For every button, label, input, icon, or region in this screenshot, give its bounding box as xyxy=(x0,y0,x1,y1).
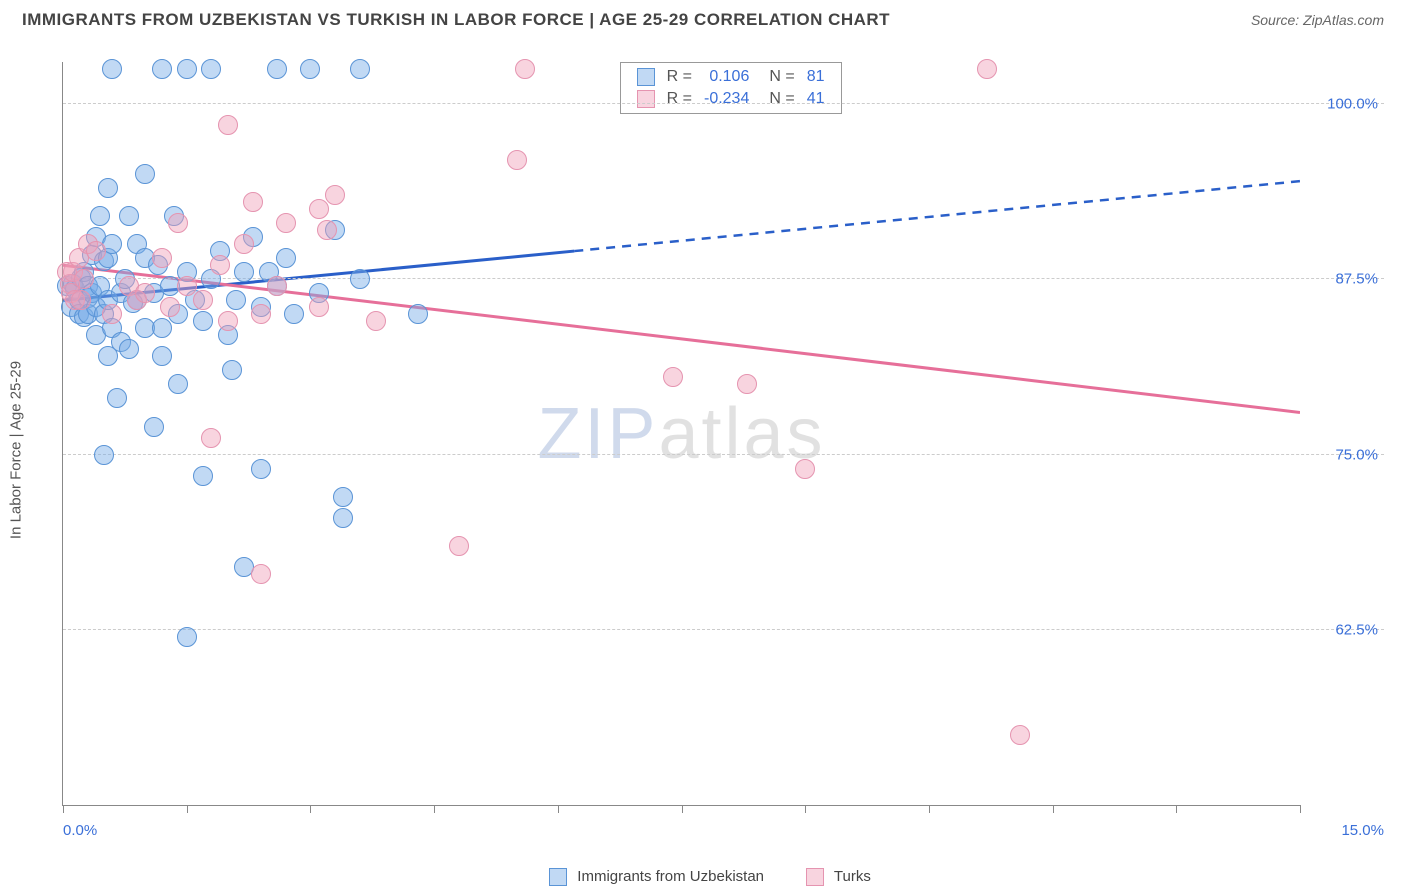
trend-line xyxy=(63,265,1300,412)
legend-item: Turks xyxy=(792,868,871,885)
x-tick xyxy=(434,805,435,813)
legend-item: Immigrants from Uzbekistan xyxy=(535,868,764,885)
data-point xyxy=(152,248,172,268)
data-point xyxy=(201,428,221,448)
trend-line-dashed xyxy=(574,181,1300,251)
data-point xyxy=(218,115,238,135)
x-tick xyxy=(1176,805,1177,813)
data-point xyxy=(107,388,127,408)
x-min-label: 0.0% xyxy=(63,822,97,839)
scatter-plot: ZIPatlas R =0.106N =81R =-0.234N =41 62.… xyxy=(62,62,1300,806)
data-point xyxy=(507,150,527,170)
data-point xyxy=(218,311,238,331)
data-point xyxy=(144,417,164,437)
y-axis-label: In Labor Force | Age 25-29 xyxy=(8,361,25,539)
source-label: Source: ZipAtlas.com xyxy=(1251,12,1384,28)
data-point xyxy=(102,59,122,79)
gridline-h xyxy=(63,103,1384,104)
data-point xyxy=(350,59,370,79)
data-point xyxy=(795,459,815,479)
data-point xyxy=(135,283,155,303)
data-point xyxy=(119,339,139,359)
x-tick xyxy=(682,805,683,813)
y-tick-label: 75.0% xyxy=(1335,446,1378,463)
data-point xyxy=(74,269,94,289)
y-tick-label: 100.0% xyxy=(1327,96,1378,113)
stats-row: R =-0.234N =41 xyxy=(631,88,831,110)
data-point xyxy=(201,59,221,79)
x-tick xyxy=(558,805,559,813)
data-point xyxy=(276,213,296,233)
data-point xyxy=(408,304,428,324)
data-point xyxy=(300,59,320,79)
data-point xyxy=(325,185,345,205)
stats-box: R =0.106N =81R =-0.234N =41 xyxy=(620,62,842,114)
data-point xyxy=(210,255,230,275)
data-point xyxy=(152,346,172,366)
data-point xyxy=(71,290,91,310)
data-point xyxy=(366,311,386,331)
data-point xyxy=(309,297,329,317)
x-tick xyxy=(1300,805,1301,813)
data-point xyxy=(515,59,535,79)
data-point xyxy=(449,536,469,556)
watermark: ZIPatlas xyxy=(537,393,825,475)
data-point xyxy=(177,276,197,296)
data-point xyxy=(226,290,246,310)
data-point xyxy=(737,374,757,394)
data-point xyxy=(267,59,287,79)
x-tick xyxy=(929,805,930,813)
data-point xyxy=(177,627,197,647)
data-point xyxy=(234,234,254,254)
data-point xyxy=(90,206,110,226)
data-point xyxy=(168,213,188,233)
gridline-h xyxy=(63,629,1384,630)
x-tick xyxy=(805,805,806,813)
data-point xyxy=(309,199,329,219)
x-tick xyxy=(310,805,311,813)
data-point xyxy=(234,262,254,282)
data-point xyxy=(267,276,287,296)
data-point xyxy=(251,304,271,324)
legend: Immigrants from Uzbekistan Turks xyxy=(0,868,1406,886)
data-point xyxy=(284,304,304,324)
data-point xyxy=(152,318,172,338)
data-point xyxy=(222,360,242,380)
data-point xyxy=(119,206,139,226)
data-point xyxy=(251,564,271,584)
data-point xyxy=(86,241,106,261)
data-point xyxy=(177,59,197,79)
y-tick-label: 87.5% xyxy=(1335,271,1378,288)
data-point xyxy=(276,248,296,268)
x-tick xyxy=(187,805,188,813)
data-point xyxy=(160,297,180,317)
data-point xyxy=(317,220,337,240)
data-point xyxy=(350,269,370,289)
x-tick xyxy=(63,805,64,813)
y-tick-label: 62.5% xyxy=(1335,621,1378,638)
data-point xyxy=(243,192,263,212)
data-point xyxy=(135,164,155,184)
data-point xyxy=(251,459,271,479)
data-point xyxy=(663,367,683,387)
data-point xyxy=(94,445,114,465)
data-point xyxy=(98,178,118,198)
data-point xyxy=(193,290,213,310)
chart-title: IMMIGRANTS FROM UZBEKISTAN VS TURKISH IN… xyxy=(22,10,890,30)
data-point xyxy=(333,508,353,528)
data-point xyxy=(102,304,122,324)
stats-row: R =0.106N =81 xyxy=(631,66,831,88)
data-point xyxy=(168,374,188,394)
data-point xyxy=(193,311,213,331)
x-max-label: 15.0% xyxy=(1341,822,1384,839)
data-point xyxy=(977,59,997,79)
data-point xyxy=(333,487,353,507)
data-point xyxy=(152,59,172,79)
x-tick xyxy=(1053,805,1054,813)
gridline-h xyxy=(63,454,1384,455)
data-point xyxy=(1010,725,1030,745)
data-point xyxy=(193,466,213,486)
